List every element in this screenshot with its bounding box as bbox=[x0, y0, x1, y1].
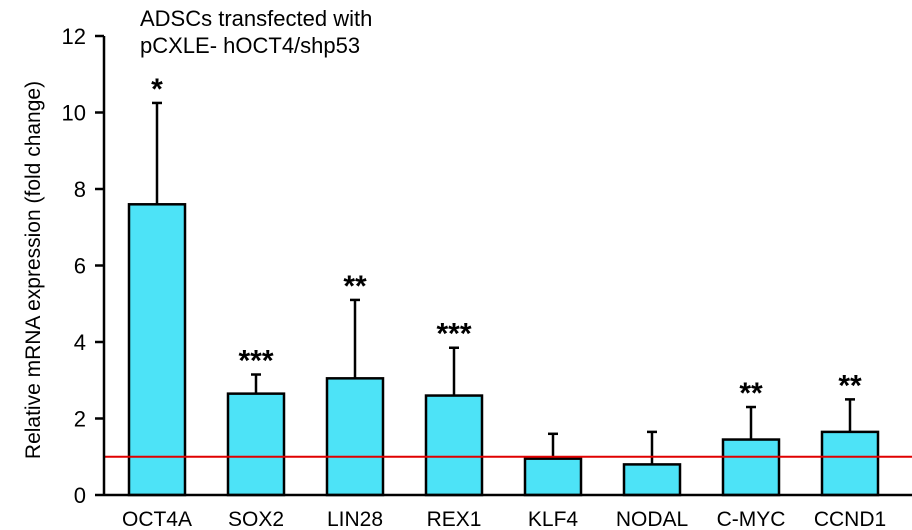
bar-oct4a bbox=[127, 203, 187, 497]
bar-c-myc bbox=[721, 438, 781, 497]
x-axis-labels: OCT4A SOX2 LIN28 REX1 KLF4 NODAL C-MYC CCND1 bbox=[122, 508, 886, 530]
x-tick-label: CCND1 bbox=[814, 508, 886, 530]
bar-lin28 bbox=[325, 377, 385, 497]
significance-label: ** bbox=[739, 377, 763, 410]
x-tick-label: NODAL bbox=[616, 508, 688, 530]
significance-label: ** bbox=[343, 270, 367, 303]
y-axis-ticks: 0 2 4 6 8 10 12 bbox=[62, 24, 104, 508]
bars-group: *********** ** bbox=[127, 73, 880, 497]
x-tick-label: KLF4 bbox=[528, 508, 579, 530]
chart-title-line-2: pCXLE- hOCT4/shp53 bbox=[140, 33, 360, 58]
bar-nodal bbox=[622, 463, 682, 497]
axes-group bbox=[102, 36, 912, 497]
bar-klf4 bbox=[523, 457, 583, 497]
y-tick-label: 0 bbox=[74, 483, 86, 508]
y-tick-label: 4 bbox=[74, 330, 86, 355]
significance-label: *** bbox=[238, 345, 273, 378]
x-tick-label: SOX2 bbox=[228, 508, 284, 530]
y-axis-label: Relative mRNA expression (fold change) bbox=[22, 81, 45, 459]
y-tick-label: 10 bbox=[62, 101, 86, 126]
chart-title-line-1: ADSCs transfected with bbox=[140, 6, 372, 31]
bar-ccnd1 bbox=[820, 430, 880, 497]
y-tick-label: 6 bbox=[74, 254, 86, 279]
y-tick-label: 8 bbox=[74, 177, 86, 202]
x-tick-label: C-MYC bbox=[717, 508, 786, 530]
bar-sox2 bbox=[226, 392, 286, 497]
bar-rex1 bbox=[424, 394, 484, 497]
x-tick-label: REX1 bbox=[427, 508, 482, 530]
significance-label: *** bbox=[436, 318, 471, 351]
y-tick-label: 12 bbox=[62, 24, 86, 49]
y-tick-label: 2 bbox=[74, 407, 86, 432]
x-tick-label: LIN28 bbox=[327, 508, 383, 530]
x-tick-label: OCT4A bbox=[122, 508, 192, 530]
significance-label: ** bbox=[838, 369, 862, 402]
significance-label: * bbox=[151, 73, 163, 106]
